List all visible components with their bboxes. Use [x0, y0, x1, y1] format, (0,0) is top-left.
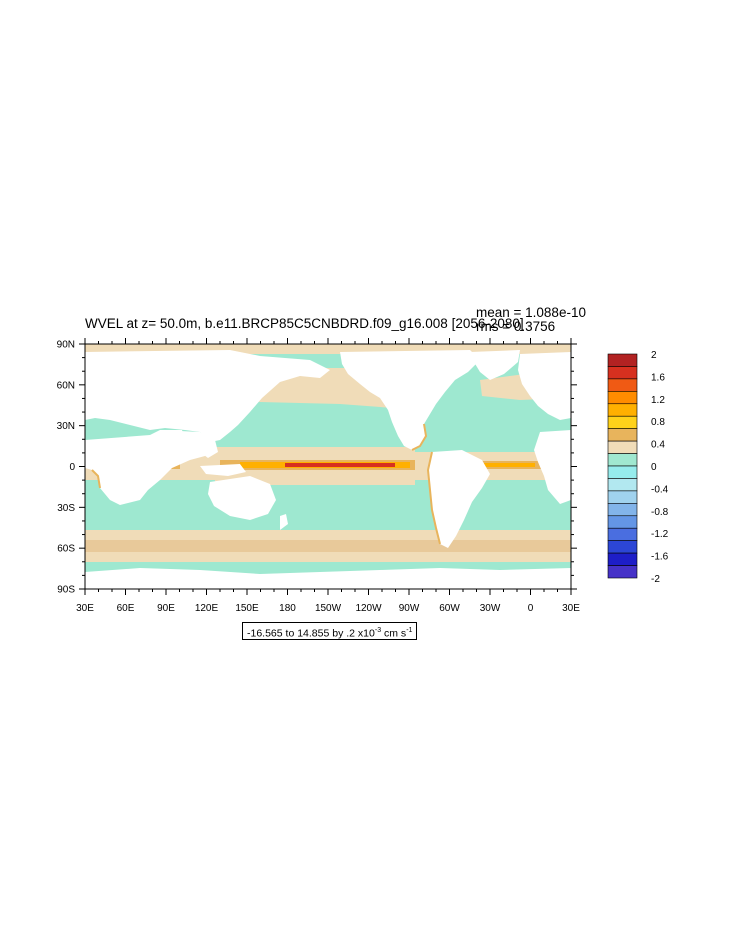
colorbar-label: -1.2 [651, 529, 669, 540]
y-tick-label: 90N [57, 340, 75, 351]
x-tick-label: 60W [439, 603, 460, 614]
colorbar-label: -0.4 [651, 484, 669, 495]
mean-stat: mean = 1.088e-10 [476, 305, 586, 320]
colorbar-swatch [607, 391, 638, 405]
axes: 30E 60E 90E 120E 150E 180 150W 120W 90W 60W 30W 0 30… [57, 338, 580, 614]
colorbar-label: 1.2 [651, 395, 665, 406]
y-tick-label: 30S [57, 503, 75, 514]
land-north-america [340, 350, 480, 450]
range-exponent: -3 [374, 627, 382, 634]
range-units: cm s [381, 627, 407, 640]
land-europe-east [518, 352, 571, 420]
map-field [85, 344, 571, 589]
coastal-rim-south-america [426, 451, 441, 545]
colorbar-swatch [607, 465, 638, 479]
colorbar-swatch [607, 478, 638, 492]
colorbar-swatch [607, 540, 638, 554]
land-south-america [428, 450, 490, 548]
x-tick-label: 0 [528, 603, 534, 614]
colorbar-swatch [607, 565, 638, 579]
x-tick-label: 180 [279, 603, 296, 614]
colorbar-swatch [607, 403, 638, 417]
colorbar-swatch [607, 490, 638, 504]
colorbar-swatch [607, 503, 638, 517]
land-antarctica [85, 568, 571, 589]
land-greenland [470, 350, 520, 380]
pacific-equator-peak [285, 463, 395, 467]
y-tick-label: 0 [69, 462, 75, 473]
x-tick-label: 150W [315, 603, 342, 614]
colorbar-swatch [607, 527, 638, 541]
x-tick-label: 90W [399, 603, 420, 614]
colorbar-swatch [607, 378, 638, 392]
atlantic-equator-strong [470, 463, 535, 467]
colorbar-swatch [607, 453, 638, 467]
colorbar-swatch [607, 366, 638, 380]
colorbar-label: 0.8 [651, 417, 665, 428]
units-exponent: -1 [406, 627, 413, 634]
land-australia [208, 476, 276, 520]
colorbar-label: -2 [651, 574, 660, 585]
colorbar-swatch [607, 515, 638, 529]
colorbar-label: -0.8 [651, 507, 669, 518]
colorbar-swatch [607, 353, 638, 367]
land-new-zealand [280, 514, 288, 530]
x-tick-label: 120E [195, 603, 219, 614]
x-tick-label: 120W [355, 603, 382, 614]
arctic-band [85, 344, 571, 354]
land-se-asia [196, 436, 218, 458]
rms-stat: rms = 0.3756 [476, 319, 556, 334]
x-tick-label: 90E [157, 603, 175, 614]
x-tick-label: 30E [76, 603, 94, 614]
colorbar-swatch [607, 440, 638, 454]
colorbar: 2 1.6 1.2 0.8 0.4 0 -0.4 -0.8 -1.2 -1.6 -2 [607, 350, 669, 585]
land-indonesia [200, 464, 246, 476]
x-tick-label: 60E [117, 603, 135, 614]
chart-title: WVEL at z= 50.0m, b.e11.BRCP85C5CNBDRD.f… [85, 316, 524, 331]
x-tick-label: 30W [480, 603, 501, 614]
colorbar-label: 0 [651, 462, 657, 473]
range-label: -16.565 to 14.855 by .2 x10-3 cm s-1 [242, 622, 418, 640]
colorbar-swatch [607, 428, 638, 442]
x-tick-label: 150E [235, 603, 259, 614]
southern-ocean-band-inner [85, 540, 571, 552]
y-tick-label: 90S [57, 585, 75, 596]
colorbar-label: 0.4 [651, 440, 665, 451]
range-prefix: -16.565 to 14.855 by .2 x10 [247, 627, 375, 640]
colorbar-swatch [607, 415, 638, 429]
land-africa-east [534, 430, 571, 504]
y-tick-label: 30N [57, 421, 75, 432]
x-tick-label: 30E [562, 603, 580, 614]
colorbar-label: 2 [651, 350, 657, 361]
y-tick-label: 60S [57, 544, 75, 555]
antarctic-coastal-strip [85, 562, 571, 572]
colorbar-label: -1.6 [651, 552, 669, 563]
colorbar-label: 1.6 [651, 372, 665, 383]
land-eurasia [85, 350, 330, 442]
y-tick-label: 60N [57, 380, 75, 391]
coastal-rim-africa [91, 469, 101, 489]
coastal-rim-north-america [411, 423, 428, 451]
land-india [160, 430, 188, 456]
colorbar-swatch [607, 552, 638, 566]
